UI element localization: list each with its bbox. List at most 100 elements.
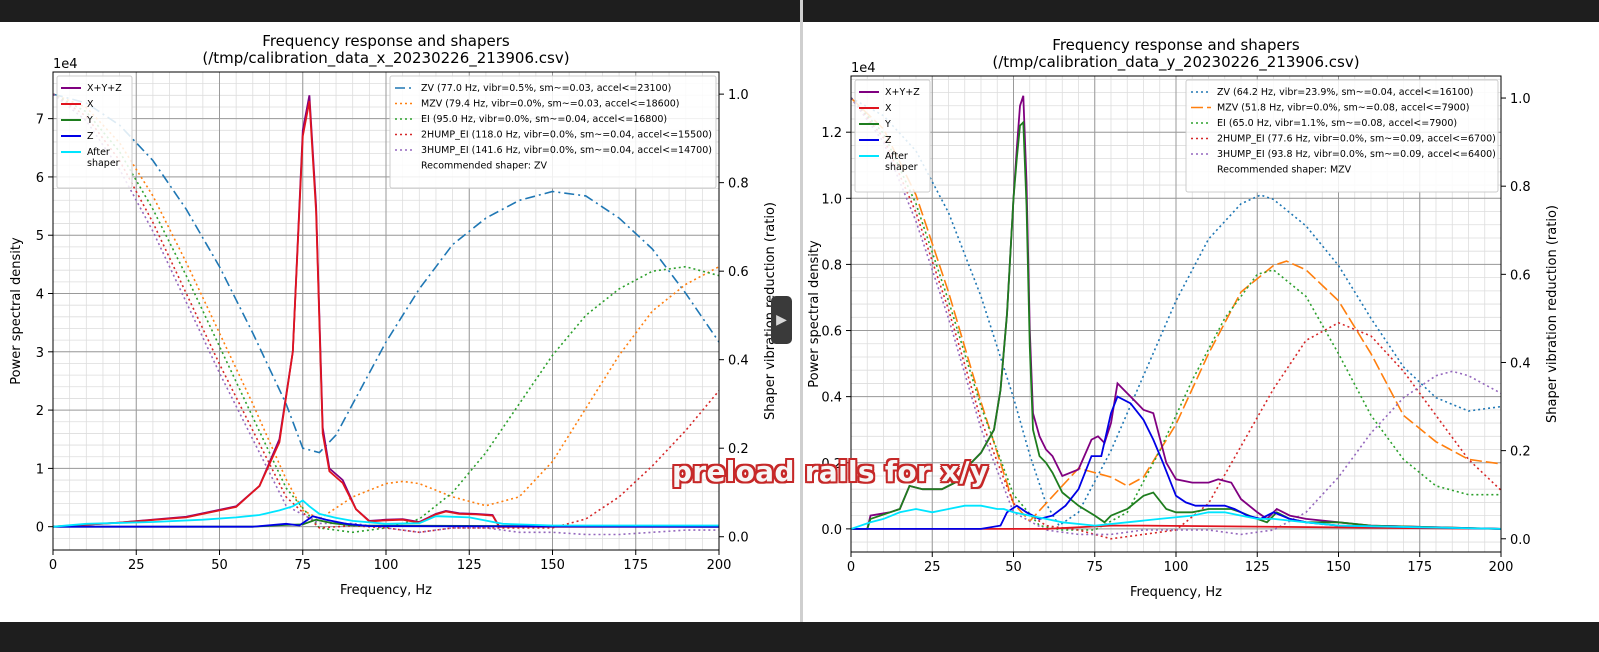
- y-tick-label: 1.2: [821, 126, 842, 141]
- shaper-legend-label: EI (95.0 Hz, vibr=0.0%, sm~=0.04, accel<…: [421, 114, 667, 125]
- y-tick-label: 5: [36, 229, 44, 244]
- y2-tick-label: 0.6: [1510, 268, 1531, 283]
- x-tick-label: 100: [374, 558, 399, 573]
- chart-x-axis-calibration: Frequency response and shapers(/tmp/cali…: [9, 32, 778, 598]
- y-tick-label: 0.6: [821, 325, 842, 340]
- psd-legend-label: Z: [885, 135, 892, 146]
- psd-legend-label: X: [87, 99, 94, 110]
- y-tick-label: 1.0: [821, 192, 842, 207]
- shaper-legend-label: 3HUMP_EI (93.8 Hz, vibr=0.0%, sm~=0.09, …: [1217, 149, 1496, 160]
- shaper-line-mzv: [53, 93, 719, 520]
- chart-title: Frequency response and shapers: [262, 32, 510, 50]
- psd-line-x: [53, 100, 719, 528]
- recommended-shaper-label: Recommended shaper: ZV: [421, 161, 547, 172]
- y-axis-exponent: 1e4: [53, 57, 78, 72]
- pane-divider[interactable]: [800, 0, 803, 652]
- shaper-legend-label: ZV (64.2 Hz, vibr=23.9%, sm~=0.04, accel…: [1217, 87, 1473, 98]
- y2-tick-label: 0.2: [1510, 445, 1531, 460]
- y-tick-label: 6: [36, 171, 44, 186]
- x-tick-label: 25: [128, 558, 145, 573]
- shaper-line-3hump_ei: [53, 93, 719, 536]
- psd-line-z: [53, 515, 719, 528]
- shaper-line-mzv: [851, 97, 1501, 523]
- plot-series: [851, 95, 1501, 540]
- y2-tick-label: 0.4: [728, 354, 749, 369]
- psd-line-after-shaper: [851, 504, 1501, 530]
- x-tick-label: 25: [924, 560, 941, 575]
- y2-tick-label: 1.0: [728, 88, 749, 103]
- x-tick-label: 0: [49, 558, 57, 573]
- y2-axis-label: Shaper vibration reduction (ratio): [763, 202, 778, 420]
- chart-subtitle: (/tmp/calibration_data_x_20230226_213906…: [202, 49, 569, 68]
- x-tick-label: 125: [457, 558, 482, 573]
- shaper-line-2hump_ei: [53, 93, 719, 534]
- psd-legend-label: Y: [884, 119, 891, 130]
- shaper-legend-box: [389, 75, 717, 189]
- shaper-line-3hump_ei: [851, 97, 1501, 536]
- shaper-legend-label: 3HUMP_EI (141.6 Hz, vibr=0.0%, sm~=0.04,…: [421, 145, 712, 156]
- x-tick-label: 150: [540, 558, 565, 573]
- y-tick-label: 2: [36, 404, 44, 419]
- y-tick-label: 0: [36, 521, 44, 536]
- psd-legend-label: Y: [86, 115, 93, 126]
- shaper-line-ei: [53, 93, 719, 534]
- shaper-line-zv: [851, 97, 1501, 527]
- y-tick-label: 0.2: [821, 457, 842, 472]
- x-tick-label: 150: [1326, 560, 1351, 575]
- right-chart-pane: Frequency response and shapers (/tmp/cali…: [803, 22, 1599, 622]
- y2-tick-label: 0.2: [728, 442, 749, 457]
- x-tick-label: 50: [1005, 560, 1022, 575]
- next-image-button[interactable]: ▶: [771, 296, 792, 344]
- y2-tick-label: 0.8: [1510, 180, 1531, 195]
- y-tick-label: 0.0: [821, 523, 842, 538]
- chart-subtitle: (/tmp/calibration_data_y_20230226_213906…: [992, 53, 1359, 72]
- psd-legend-label: After: [885, 151, 908, 162]
- x-tick-label: 175: [1407, 560, 1432, 575]
- x-tick-label: 125: [1245, 560, 1270, 575]
- psd-legend-label: X: [885, 103, 892, 114]
- x-tick-label: 200: [707, 558, 732, 573]
- chart-y-axis-calibration: Frequency response and shapers(/tmp/cali…: [807, 36, 1560, 600]
- y2-tick-label: 1.0: [1510, 92, 1531, 107]
- x-tick-label: 0: [847, 560, 855, 575]
- y-tick-label: 7: [36, 113, 44, 128]
- shaper-legend: ZV (64.2 Hz, vibr=23.9%, sm~=0.04, accel…: [1185, 79, 1499, 193]
- psd-legend-label: After: [87, 147, 110, 158]
- y-axis-label: Power spectral density: [807, 240, 822, 388]
- shaper-legend-box: [1185, 79, 1499, 193]
- y-axis-label: Power spectral density: [9, 237, 24, 385]
- plot-series: [53, 93, 719, 536]
- psd-legend-label: shaper: [87, 158, 120, 169]
- psd-legend-label: shaper: [885, 162, 918, 173]
- y2-tick-label: 0.6: [728, 265, 749, 280]
- psd-legend-label: X+Y+Z: [87, 83, 122, 94]
- x-tick-label: 100: [1164, 560, 1189, 575]
- x-tick-label: 75: [1086, 560, 1103, 575]
- shaper-legend-label: EI (65.0 Hz, vibr=1.1%, sm~=0.08, accel<…: [1217, 118, 1457, 129]
- y2-tick-label: 0.8: [728, 177, 749, 192]
- shaper-legend-label: 2HUMP_EI (118.0 Hz, vibr=0.0%, sm~=0.04,…: [421, 130, 712, 141]
- chevron-right-icon: ▶: [776, 312, 787, 328]
- left-chart-pane: Frequency response and shapers (/tmp/cali…: [0, 22, 800, 622]
- y-tick-label: 3: [36, 346, 44, 361]
- y-tick-label: 1: [36, 462, 44, 477]
- top-bar: [0, 0, 1599, 22]
- shaper-legend-label: ZV (77.0 Hz, vibr=0.5%, sm~=0.03, accel<…: [421, 83, 671, 94]
- y-tick-label: 0.4: [821, 391, 842, 406]
- x-tick-label: 75: [294, 558, 311, 573]
- y-tick-label: 0.8: [821, 258, 842, 273]
- x-tick-label: 50: [211, 558, 228, 573]
- shaper-legend-label: 2HUMP_EI (77.6 Hz, vibr=0.0%, sm~=0.09, …: [1217, 134, 1496, 145]
- x-axis-label: Frequency, Hz: [340, 583, 432, 598]
- psd-line-after-shaper: [53, 499, 719, 528]
- psd-legend-label: Z: [87, 131, 94, 142]
- caption-overlay: preload rails for x/y: [672, 455, 989, 488]
- y-tick-label: 4: [36, 288, 44, 303]
- shaper-legend: ZV (77.0 Hz, vibr=0.5%, sm~=0.03, accel<…: [389, 75, 717, 189]
- shaper-line-zv: [53, 93, 719, 454]
- y2-tick-label: 0.0: [728, 531, 749, 546]
- shaper-legend-label: MZV (79.4 Hz, vibr=0.0%, sm~=0.03, accel…: [421, 99, 680, 110]
- y2-tick-label: 0.4: [1510, 356, 1531, 371]
